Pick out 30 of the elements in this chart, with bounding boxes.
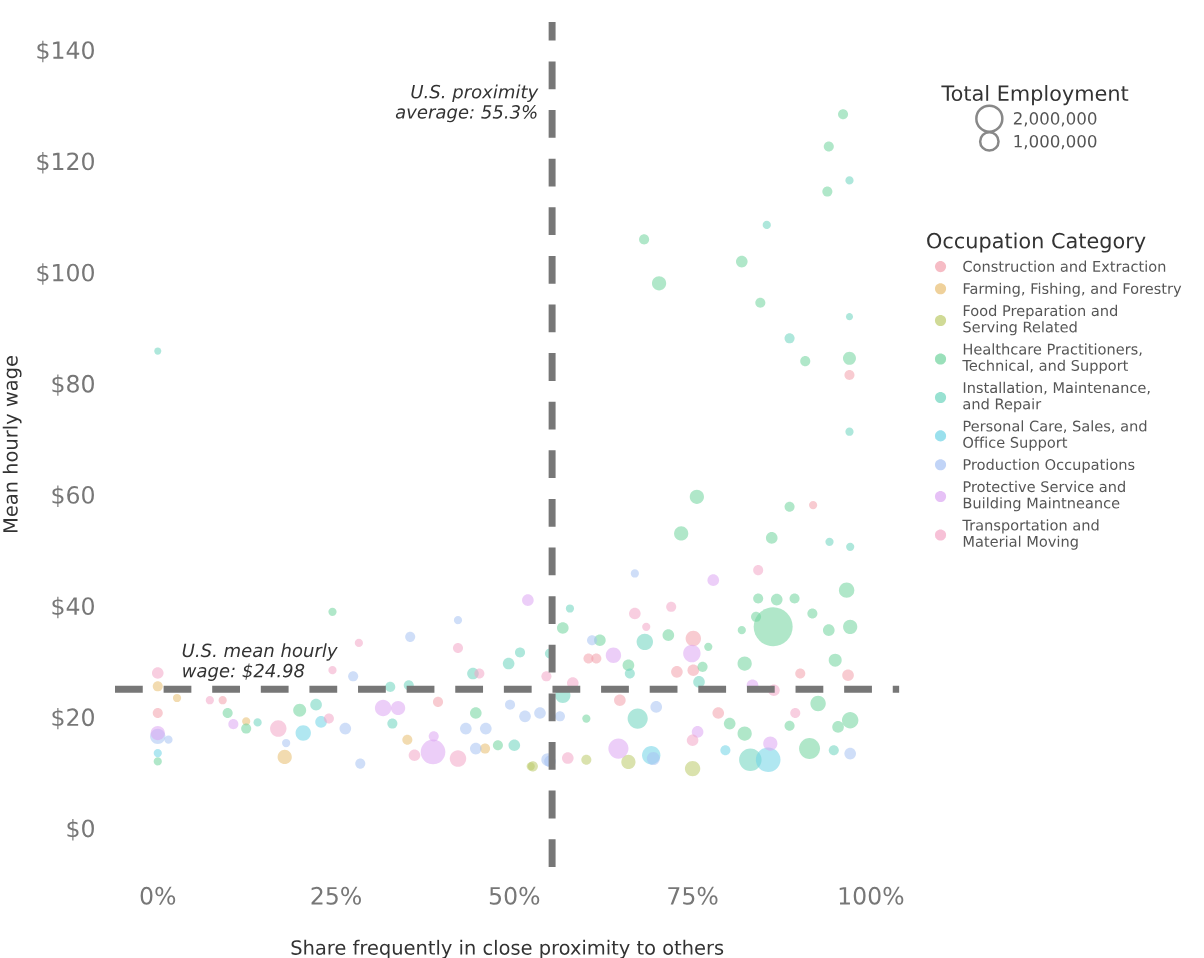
legend-title: Occupation Category	[927, 232, 1146, 253]
legend-label: 1,000,000	[1014, 134, 1097, 150]
legend-label: Personal Care, Sales, and Office Support	[963, 420, 1147, 451]
legend-label: Transportation and Material Moving	[962, 519, 1099, 550]
legend-label: 2,000,000	[1013, 112, 1097, 127]
x-tick-label: 50%	[489, 886, 540, 905]
legend-label: Installation, Maintenance, and Repair	[963, 381, 1150, 413]
x-tick-label: 100%	[839, 886, 904, 905]
y-axis-title: Mean hourly wage	[2, 356, 22, 533]
legend-label: Construction and Extraction	[963, 260, 1166, 272]
x-tick-label: 25%	[311, 886, 361, 905]
legend-label: Farming, Fishing, and Forestry	[963, 282, 1182, 297]
y-tick-label: $20	[52, 707, 94, 730]
y-tick-label: $40	[52, 596, 94, 619]
legend-label: Food Preparation and Serving Related	[963, 304, 1117, 336]
y-tick-label: $0	[67, 819, 94, 841]
y-tick-label: $100	[37, 263, 94, 285]
y-tick-label: $140	[37, 40, 94, 63]
legend-label: Production Occupations	[963, 458, 1135, 473]
y-tick-label: $80	[52, 374, 94, 396]
ref-line-label: U.S. proximity average: 55.3%	[395, 84, 539, 123]
x-tick-label: 75%	[668, 886, 718, 905]
y-tick-label: $120	[37, 152, 94, 174]
y-tick-label: $60	[52, 485, 94, 507]
text: Total Employment	[941, 84, 1129, 106]
legend-label: Protective Service and Building Maintneance	[963, 480, 1125, 512]
legend-label: Healthcare Practitioners, Technical, and Support	[962, 343, 1142, 374]
x-tick-label: 0%	[140, 886, 176, 905]
x-axis-title: Share frequently in close proximity to others	[291, 939, 724, 958]
ref-line-label: U.S. mean hourly wage: $24.98	[182, 643, 338, 681]
